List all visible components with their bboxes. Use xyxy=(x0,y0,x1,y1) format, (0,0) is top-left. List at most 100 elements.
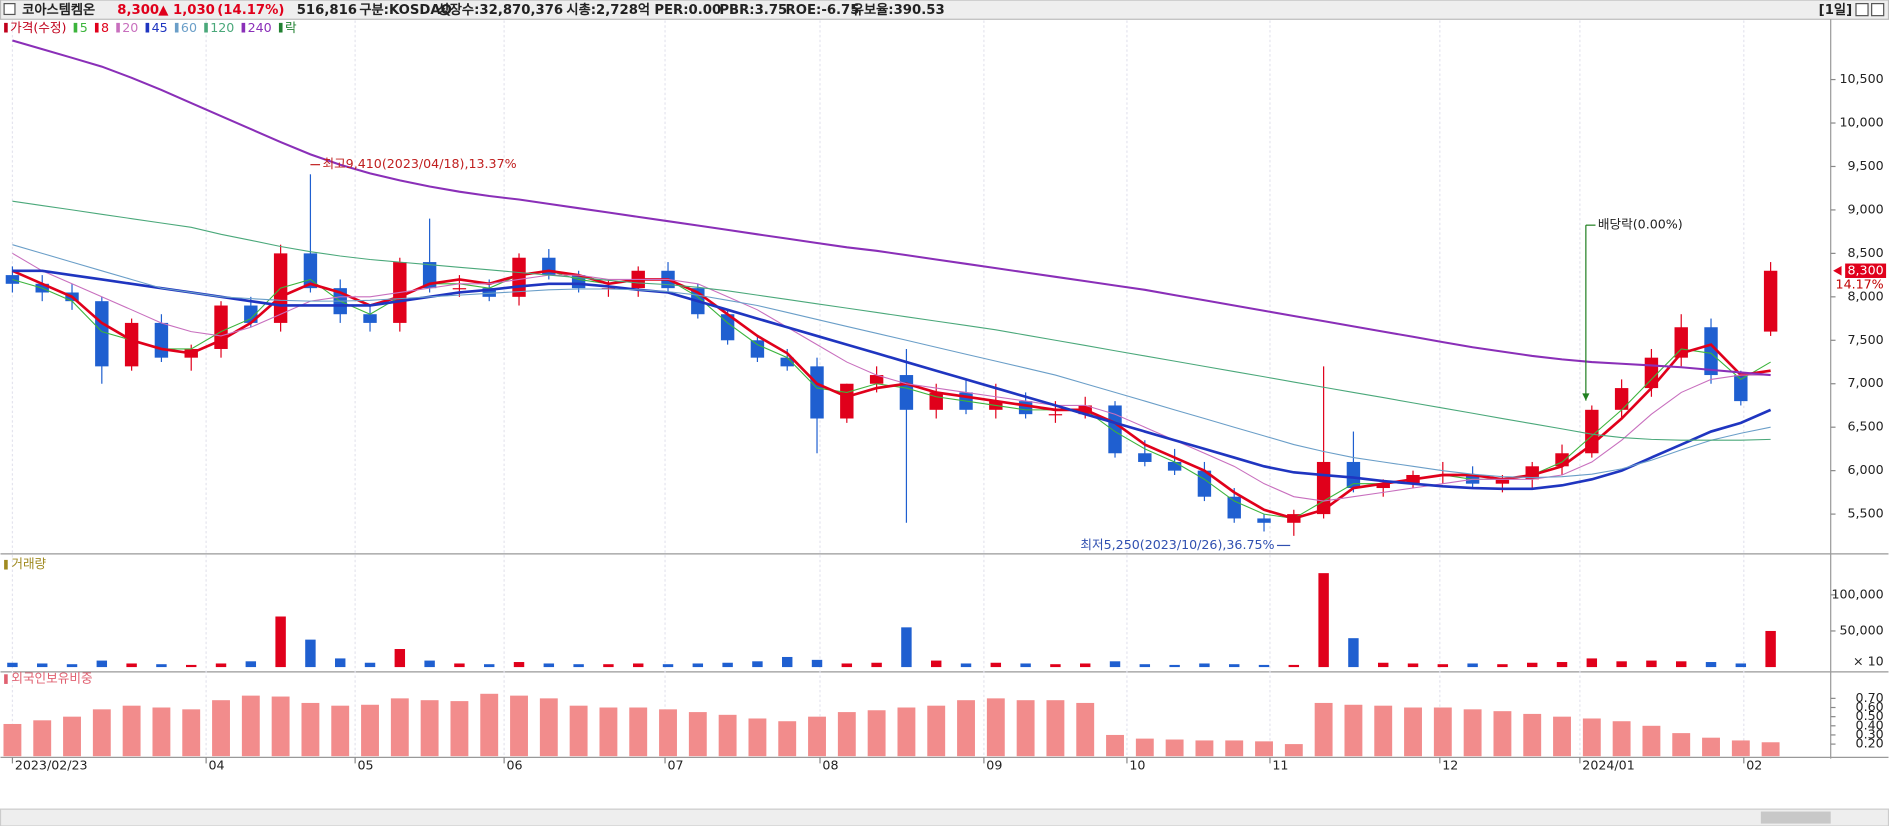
ratio-bar xyxy=(1523,713,1542,757)
y-tick-label: 0.60 xyxy=(1856,699,1884,714)
candle-body xyxy=(780,357,794,367)
volume-bar xyxy=(364,662,376,668)
minimize-button[interactable] xyxy=(1855,3,1869,17)
ratio-bar xyxy=(659,709,677,757)
pane-swatch xyxy=(4,674,8,684)
ratio-bar xyxy=(539,698,558,757)
y-tick-label: 9,500 xyxy=(1848,158,1884,173)
volume-bar xyxy=(871,662,882,668)
plot-layer: 2023/02/23 04 05 06 07 08 09 10 11 12 2024/01 02 5,5… xyxy=(3,20,1887,772)
legend-label: 가격(수정) xyxy=(10,20,66,35)
ratio-bar xyxy=(688,712,707,757)
x-tick-label: 2023/02/23 xyxy=(15,757,88,772)
ratio-bar xyxy=(957,700,975,757)
ratio-bar xyxy=(390,698,409,757)
x-tick-label: 2024/01 xyxy=(1582,757,1634,772)
candle-body xyxy=(1138,453,1152,462)
volume-bar xyxy=(484,664,495,668)
ratio-bar xyxy=(986,698,1005,757)
volume-bar xyxy=(126,663,137,668)
candle-body xyxy=(482,288,496,297)
ma-line xyxy=(12,244,1771,479)
ratio-bar xyxy=(301,702,320,757)
ratio-bar xyxy=(1106,734,1124,757)
volume-bar xyxy=(1646,660,1657,668)
legend-swatch xyxy=(174,22,179,33)
y-tick-label: 9,000 xyxy=(1848,201,1884,216)
ratio-bar xyxy=(1255,741,1273,757)
change-tag-label: 14.17% xyxy=(1836,277,1884,292)
ratio-bar xyxy=(1344,704,1363,757)
legend-swatch xyxy=(4,22,8,33)
per: PER:0.00 xyxy=(654,3,721,18)
legend-swatch xyxy=(145,22,150,33)
volume-bar xyxy=(1616,661,1627,668)
ma-line xyxy=(12,39,1771,377)
ratio-bar xyxy=(1731,740,1750,757)
ratio-bar xyxy=(808,716,826,757)
close-button[interactable] xyxy=(1871,3,1885,17)
volume-bar xyxy=(1497,664,1508,668)
legend-swatch xyxy=(241,22,246,33)
ratio-bar xyxy=(331,705,350,757)
x-tick-label: 10 xyxy=(1129,757,1145,772)
low-label: 최저5,250(2023/10/26),36.75% xyxy=(1080,537,1274,552)
volume-bar xyxy=(1527,662,1538,668)
y-tick-label: 100,000 xyxy=(1831,586,1883,601)
legend-label: 5 xyxy=(80,20,88,35)
y-tick-label: 7,500 xyxy=(1848,332,1884,347)
header-icon[interactable] xyxy=(3,3,16,16)
candle-body xyxy=(1048,414,1063,416)
volume: 516,816 xyxy=(297,3,357,18)
volume-bar xyxy=(543,663,555,668)
legend-swatch xyxy=(116,22,120,33)
period[interactable]: [1일] xyxy=(1819,2,1852,18)
volume-bar xyxy=(424,660,435,668)
volume-bar xyxy=(1467,663,1478,668)
volume-bar xyxy=(275,616,286,668)
ratio-bar xyxy=(629,707,648,757)
ratio-bar xyxy=(1463,709,1482,757)
ma-line xyxy=(12,200,1771,441)
volume-bar xyxy=(1318,573,1329,668)
x-tick-label: 11 xyxy=(1272,757,1288,772)
y-tick-label: 8,500 xyxy=(1848,245,1884,260)
candle-body xyxy=(1614,388,1629,410)
x-tick-label: 07 xyxy=(667,757,683,772)
volume-bar xyxy=(1586,658,1598,668)
candle-body xyxy=(1734,375,1748,402)
x-tick-label: 04 xyxy=(209,757,225,772)
volume-bar xyxy=(1288,664,1300,668)
y-tick-label: 0.40 xyxy=(1856,717,1884,732)
candle-body xyxy=(1674,327,1688,358)
ratio-bar xyxy=(1046,700,1065,757)
roe: ROE:-6.75 xyxy=(786,3,860,18)
header: 코아스템켐온 8,300 ▲ 1,030 (14.17%) 516,816 구분… xyxy=(0,0,1889,20)
ratio-bar xyxy=(92,709,111,757)
ratio-bar xyxy=(1582,718,1601,757)
stock-name: 코아스템켐온 xyxy=(22,1,95,18)
volume-bar xyxy=(722,662,733,668)
ratio-bar xyxy=(1314,702,1333,757)
ratio-bar xyxy=(361,704,379,757)
ratio-bar xyxy=(927,705,946,757)
legend-label: 45 xyxy=(152,20,168,35)
candle-body xyxy=(303,253,318,289)
candle-body xyxy=(5,275,20,284)
candle-body xyxy=(750,340,765,358)
y-tick-label: 10,500 xyxy=(1839,71,1883,86)
price-tag-label: 8,300 xyxy=(1848,262,1884,277)
volume-bar xyxy=(1169,664,1180,668)
pane-title: 거래량 xyxy=(11,556,46,571)
legend-label: 240 xyxy=(248,20,272,35)
market-cap: 시총:2,728억 xyxy=(566,2,650,18)
ratio-bar xyxy=(569,705,588,757)
volume-bar xyxy=(245,661,257,668)
scroll-thumb[interactable] xyxy=(1760,811,1831,824)
volume-bar xyxy=(662,664,674,668)
ratio-bar xyxy=(1374,705,1393,757)
scrollbar[interactable] xyxy=(0,808,1889,826)
volume-bar xyxy=(1139,664,1151,668)
ratio-bar xyxy=(897,707,916,757)
